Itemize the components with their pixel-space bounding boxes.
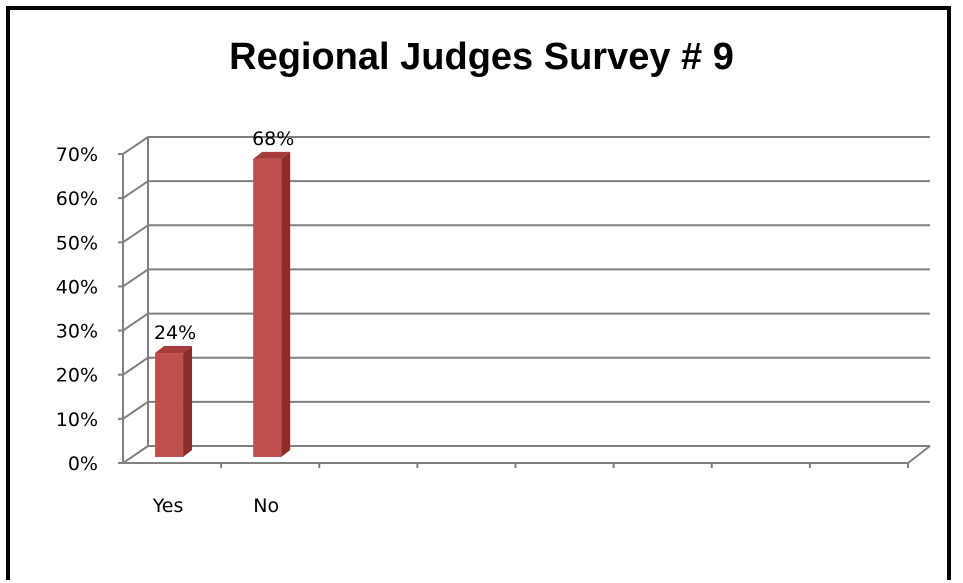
y-tick-label: 60% bbox=[56, 188, 98, 210]
chart-title: Regional Judges Survey # 9 bbox=[229, 36, 734, 78]
y-tick-label: 10% bbox=[56, 409, 98, 431]
bar bbox=[253, 151, 291, 458]
bar bbox=[155, 346, 193, 457]
gridline-side bbox=[122, 356, 149, 376]
x-tick-label: Yes bbox=[152, 495, 184, 517]
data-label: 68% bbox=[252, 128, 294, 150]
bar-front bbox=[253, 158, 282, 458]
gridline-side bbox=[122, 401, 149, 420]
y-tick-label: 40% bbox=[56, 276, 98, 298]
bar-side bbox=[281, 151, 291, 458]
chart-frame bbox=[6, 6, 951, 580]
gridline-side bbox=[122, 136, 149, 155]
gridline-side bbox=[122, 312, 149, 332]
bar-front bbox=[155, 353, 184, 457]
gridline-side bbox=[122, 180, 149, 199]
bar-top bbox=[253, 151, 291, 159]
bar-top bbox=[155, 346, 193, 354]
y-tick-label: 30% bbox=[56, 321, 98, 343]
axis-layer bbox=[118, 137, 931, 468]
data-label: 24% bbox=[154, 322, 196, 344]
y-tick-label: 0% bbox=[68, 453, 98, 475]
y-tick-label: 50% bbox=[56, 232, 98, 254]
gridline-side bbox=[122, 445, 149, 464]
bar-side bbox=[183, 346, 193, 457]
x-tick-label: No bbox=[253, 495, 279, 517]
bar-layer bbox=[155, 151, 291, 458]
grid-layer bbox=[122, 136, 930, 464]
y-tick-label: 20% bbox=[56, 365, 98, 387]
gridline-side bbox=[122, 224, 149, 244]
label-layer: 0% 10% 20% 30% 40% 50% 60% 70% 24% Yes 68% No bbox=[56, 128, 295, 517]
y-tick-label: 70% bbox=[56, 144, 98, 166]
floor-edge bbox=[907, 445, 931, 464]
gridline-side bbox=[122, 268, 149, 288]
